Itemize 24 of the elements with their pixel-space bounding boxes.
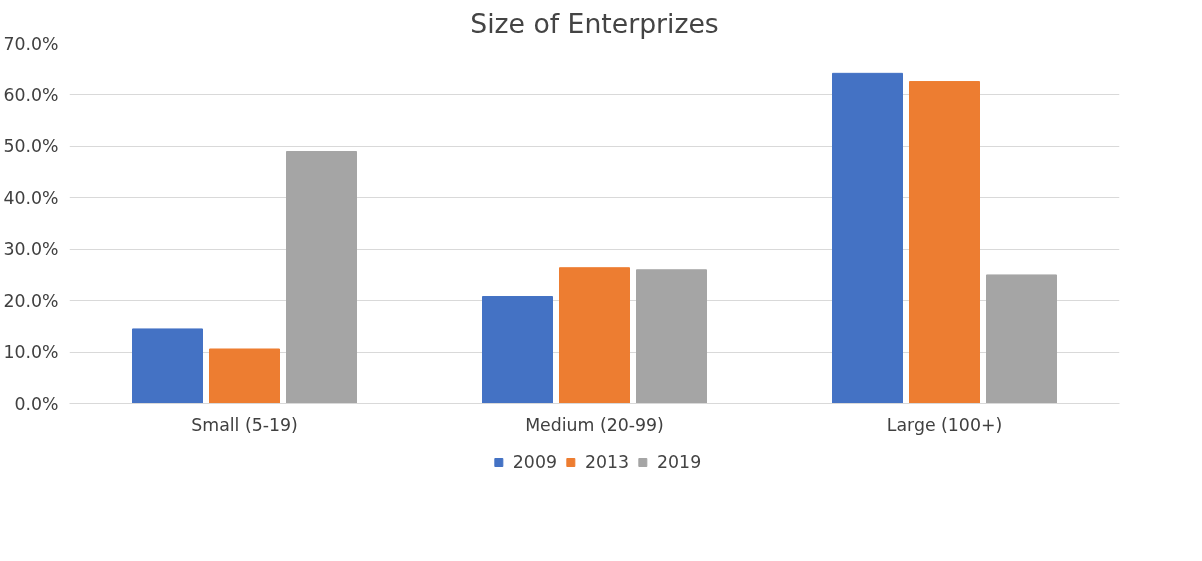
bar [909,81,980,404]
y-tick-label: 40.0% [3,187,59,208]
chart-title: Size of Enterprizes [470,7,719,39]
x-tick-label: Large (100+) [886,414,1003,435]
legend-label: 2009 [512,452,557,472]
bar [132,328,203,404]
y-tick-label: 10.0% [3,342,59,363]
y-tick-label: 60.0% [3,84,59,105]
bar [286,151,357,404]
bar [986,274,1057,404]
x-tick-label: Small (5-19) [191,414,298,435]
x-tick-label: Medium (20-99) [525,414,664,435]
bar [482,296,553,404]
legend-label: 2019 [657,452,702,472]
bar [636,269,707,404]
bar [559,267,630,404]
y-tick-label: 20.0% [3,290,59,311]
y-tick-label: 30.0% [3,239,59,260]
y-tick-label: 0.0% [14,393,59,414]
bar [209,348,280,404]
bar [832,72,903,404]
y-tick-label: 70.0% [3,33,59,54]
y-tick-label: 50.0% [3,136,59,157]
legend-label: 2013 [584,452,630,472]
